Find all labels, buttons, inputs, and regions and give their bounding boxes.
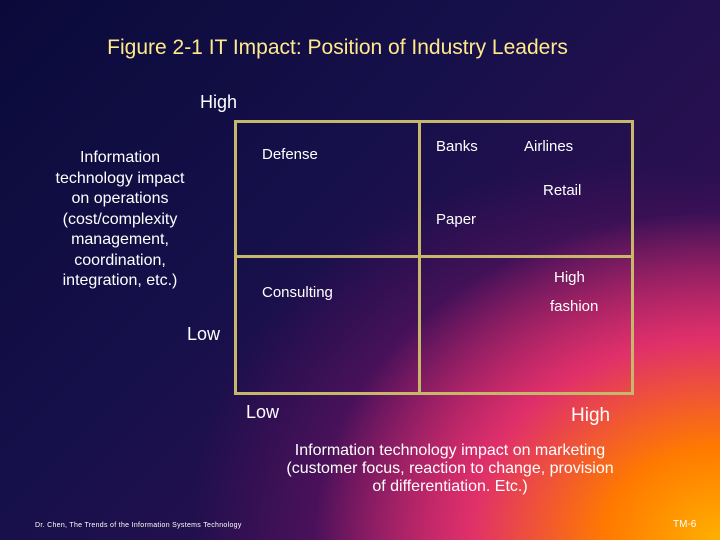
item-paper: Paper (436, 211, 477, 228)
y-axis-high-label: High (200, 92, 238, 112)
item-defense: Defense (262, 146, 318, 163)
x-axis-label-line: Information technology impact on marketi… (294, 442, 606, 459)
y-axis-label-line: coordination, (74, 251, 166, 269)
item-high-fashion-line-1: High (554, 269, 585, 286)
y-axis-label-line: technology impact (55, 169, 185, 187)
y-axis-label-line: Information (79, 149, 161, 166)
y-axis-label-line: integration, etc.) (62, 272, 178, 289)
y-axis-label-line: (cost/complexity (62, 210, 178, 228)
x-axis-low-label: Low (246, 402, 280, 422)
item-airlines: Airlines (524, 138, 574, 155)
item-high-fashion-line-2: fashion (550, 298, 599, 315)
item-consulting: Consulting (262, 284, 333, 301)
grid-horizontal-divider (234, 255, 634, 258)
footer-text: Dr. Chen, The Trends of the Information … (35, 522, 242, 529)
x-axis-label: Information technology impact on marketi… (250, 442, 650, 496)
x-axis-high-label: High (571, 405, 611, 426)
page-number: TM-6 (673, 519, 697, 530)
y-axis-label-line: management, (71, 231, 169, 248)
y-axis-label-line: on operations (71, 190, 169, 207)
y-axis-low-label: Low (187, 324, 221, 344)
item-retail: Retail (543, 182, 582, 199)
x-axis-label-line: of differentiation. Etc.) (372, 478, 528, 495)
slide-title: Figure 2-1 IT Impact: Position of Indust… (107, 36, 568, 59)
x-axis-label-line: (customer focus, reaction to change, pro… (286, 460, 614, 477)
y-axis-label: Information technology impact on operati… (40, 148, 200, 292)
item-banks: Banks (436, 138, 478, 155)
